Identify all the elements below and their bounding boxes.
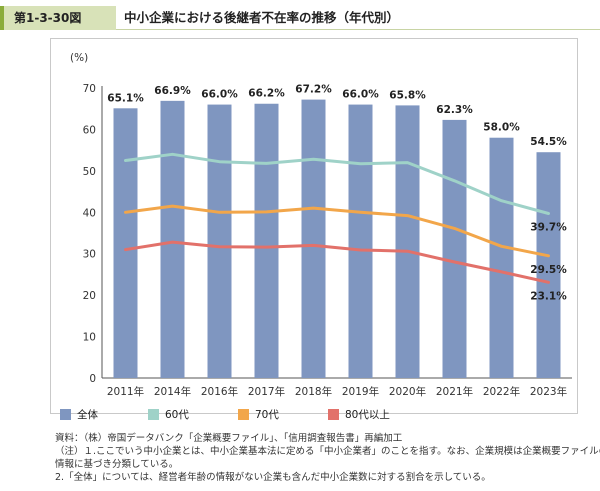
legend-label-70s: 70代 bbox=[255, 408, 279, 421]
bar-total bbox=[536, 152, 561, 378]
bar-total bbox=[207, 104, 232, 379]
data-labels: 65.1% 66.9% 66.0% 66.2% 67.2% 66.0% 65.8% 62.3%… bbox=[107, 84, 567, 303]
y-tick-label: 60 bbox=[83, 124, 96, 136]
bar-value-label: 66.9% bbox=[154, 85, 191, 97]
bar-series-total bbox=[113, 99, 561, 379]
chart-axes: (%) 0 10 20 30 40 50 60 70 2011年 2014年 2016年 2017年 20… bbox=[70, 52, 572, 398]
bar-value-label: 66.2% bbox=[248, 88, 285, 100]
bar-total bbox=[489, 137, 514, 378]
x-tick-label: 2017年 bbox=[248, 385, 285, 398]
y-tick-label: 20 bbox=[83, 290, 96, 302]
successor-absence-chart: (%) 0 10 20 30 40 50 60 70 2011年 2014年 2016年 2017年 20… bbox=[70, 52, 572, 398]
legend-label-total: 全体 bbox=[77, 408, 98, 421]
bar-value-label: 66.0% bbox=[342, 89, 379, 101]
bar-value-label: 54.5% bbox=[530, 136, 567, 148]
legend-item-60s: 60代 bbox=[148, 407, 189, 421]
x-tick-label: 2016年 bbox=[201, 385, 238, 398]
source-note: 資料：（株）帝国データバンク「企業概要ファイル」、「信用調査報告書」再編加工 bbox=[55, 433, 403, 444]
line-60s bbox=[124, 152, 550, 215]
footnote-1-line-2: 情報に基づき分類している。 bbox=[55, 459, 179, 470]
legend-swatch-70s bbox=[238, 408, 249, 420]
x-tick-label: 2014年 bbox=[154, 385, 191, 398]
bar-value-label: 65.1% bbox=[107, 92, 144, 104]
legend-swatch-60s bbox=[148, 408, 159, 420]
x-tick-label: 2018年 bbox=[295, 385, 332, 398]
end-label-70s: 29.5% bbox=[530, 264, 567, 276]
legend-item-70s: 70代 bbox=[238, 407, 279, 421]
bar-total bbox=[160, 100, 185, 378]
bar-value-label: 67.2% bbox=[295, 84, 332, 96]
legend-item-total: 全体 bbox=[60, 407, 98, 421]
y-axis-unit-label: (%) bbox=[70, 52, 88, 64]
y-tick-label: 70 bbox=[83, 83, 96, 95]
y-tick-label: 30 bbox=[83, 249, 96, 261]
y-tick-label: 50 bbox=[83, 166, 96, 178]
y-tick-label: 40 bbox=[83, 207, 96, 219]
chart-notes: 資料：（株）帝国データバンク「企業概要ファイル」、「信用調査報告書」再編加工 （… bbox=[55, 432, 600, 484]
bar-value-label: 58.0% bbox=[483, 122, 520, 134]
line-series-group bbox=[124, 152, 550, 284]
x-tick-label: 2022年 bbox=[483, 385, 520, 398]
bar-total bbox=[442, 119, 467, 379]
bar-total bbox=[301, 99, 326, 378]
bar-total bbox=[254, 103, 279, 378]
x-tick-label: 2019年 bbox=[342, 385, 379, 398]
x-tick-label: 2011年 bbox=[107, 385, 144, 398]
y-tick-label: 0 bbox=[89, 373, 96, 385]
footnote-2: 2.「全体」については、経営者年齢の情報がない企業も含んだ中小企業数に対する割合… bbox=[55, 472, 491, 483]
end-label-60s: 39.7% bbox=[530, 222, 567, 234]
x-tick-label: 2020年 bbox=[389, 385, 426, 398]
chart-frame bbox=[50, 38, 578, 414]
end-label-80s-plus: 23.1% bbox=[530, 290, 567, 302]
figure-header: 第1-3-30図 中小企業における後継者不在率の推移（年代別） bbox=[0, 0, 600, 30]
legend-label-60s: 60代 bbox=[165, 408, 189, 421]
bar-total bbox=[395, 105, 420, 379]
bar-value-label: 65.8% bbox=[389, 89, 426, 101]
footnote-1-line-1: （注）１.ここでいう中小企業とは、中小企業基本法に定める「中小企業者」のことを指… bbox=[55, 446, 600, 457]
legend-swatch-total bbox=[60, 408, 71, 420]
bar-value-label: 66.0% bbox=[201, 89, 238, 101]
line-70s bbox=[124, 204, 550, 258]
figure-title: 中小企業における後継者不在率の推移（年代別） bbox=[124, 10, 400, 25]
header-divider bbox=[116, 29, 600, 30]
bar-total bbox=[348, 104, 373, 379]
bar-total bbox=[113, 108, 138, 379]
bar-value-label: 62.3% bbox=[436, 104, 473, 116]
figure-number: 第1-3-30図 bbox=[0, 6, 116, 30]
line-80s-plus bbox=[124, 240, 550, 284]
y-tick-label: 10 bbox=[83, 332, 96, 344]
legend-label-80s-plus: 80代以上 bbox=[345, 408, 390, 421]
x-tick-label: 2023年 bbox=[530, 385, 567, 398]
x-tick-label: 2021年 bbox=[436, 385, 473, 398]
legend-swatch-80s-plus bbox=[328, 408, 339, 420]
legend-item-80s-plus: 80代以上 bbox=[328, 407, 390, 421]
